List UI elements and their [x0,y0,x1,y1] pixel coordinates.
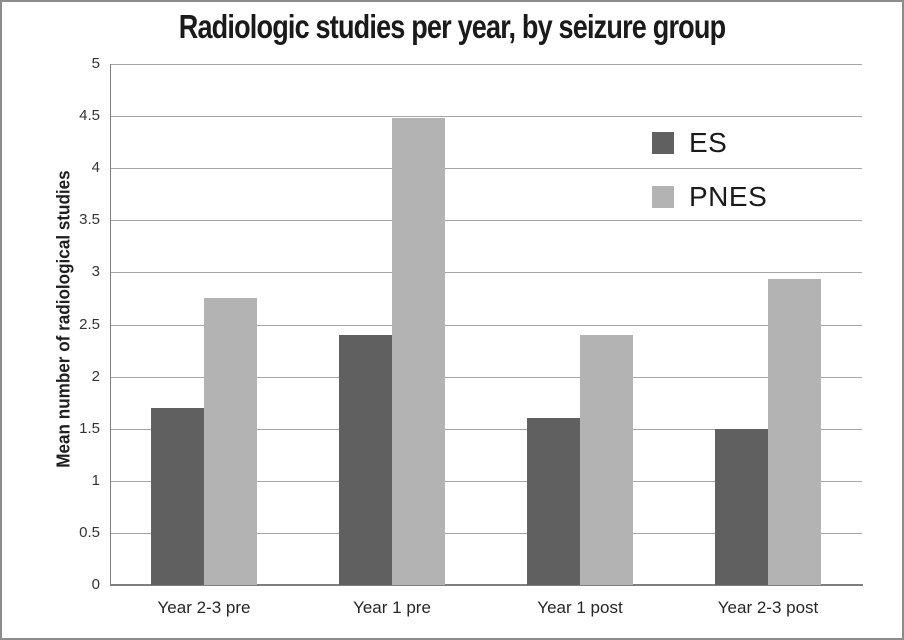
y-tick-label: 4 [91,159,100,176]
legend-entry-es: ES [652,127,767,158]
bar-pnes-year-2-3-pre [204,298,257,585]
y-tick-label: 1.5 [79,420,100,437]
x-axis-category-label: Year 1 post [537,598,623,617]
gridline [110,64,862,65]
y-tick-label: 1 [91,472,100,489]
gridline [110,377,862,378]
gridline [110,325,862,326]
gridline [110,533,862,534]
legend: ES PNES [652,127,768,236]
y-tick-label: 3.5 [79,211,100,228]
bar-pnes-year-1-pre [392,118,445,585]
bar-pnes-year-1-post [580,335,633,585]
bar-es-year-1-pre [339,335,392,585]
x-axis-category-label: Year 2-3 pre [157,598,251,617]
y-axis-line [110,64,111,585]
y-tick-label: 3 [91,263,100,280]
bar-pnes-year-2-3-post [768,279,821,585]
y-tick-label: 0 [91,576,100,593]
gridline [110,116,862,117]
bar-es-year-1-post [527,418,580,585]
legend-entry-pnes: PNES [652,181,768,212]
y-tick-label: 5 [91,55,100,72]
chart-title: Radiologic studies per year, by seizure … [178,8,726,45]
bar-es-year-2-3-pre [151,408,204,585]
legend-swatch-es [652,132,674,154]
y-tick-label: 2 [91,368,100,385]
x-axis-category-label: Year 2-3 post [717,598,819,617]
gridline [110,429,862,430]
x-axis-category-label: Year 1 pre [353,598,431,617]
y-tick-label: 2.5 [79,316,100,333]
y-tick-label: 4.5 [79,107,100,124]
y-tick-label: 0.5 [79,524,100,541]
legend-swatch-pnes [652,186,674,208]
gridline [110,481,862,482]
bar-es-year-2-3-post [715,429,768,585]
gridline [110,220,862,221]
gridline [110,272,862,273]
x-axis-line [110,584,863,586]
legend-label-pnes: PNES [689,181,768,212]
legend-label-es: ES [689,127,728,158]
gridline [110,168,862,169]
